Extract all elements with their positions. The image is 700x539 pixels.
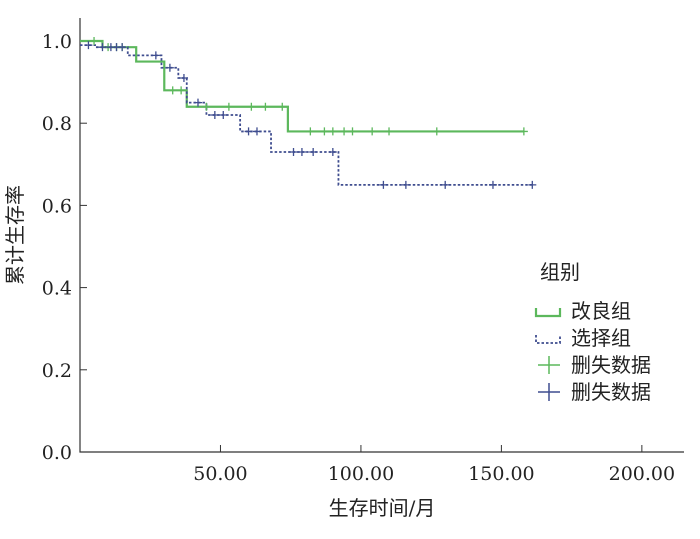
censor-mark: [289, 147, 298, 156]
censor-mark: [84, 41, 93, 50]
censor-mark: [385, 127, 394, 136]
y-tick-label: 0.2: [42, 360, 72, 382]
y-tick-label: 1.0: [42, 31, 72, 53]
legend-censor-symbol: [538, 383, 560, 401]
censor-mark: [177, 86, 186, 95]
series-line-1: [80, 44, 533, 186]
censor-mark: [278, 102, 287, 111]
censor-mark: [309, 147, 318, 156]
censor-mark: [368, 127, 377, 136]
censor-mark: [210, 110, 219, 119]
censor-mark: [202, 102, 211, 111]
censor-mark: [151, 51, 160, 60]
series-layer: [80, 39, 533, 186]
censor-mark: [340, 127, 349, 136]
legend-line-symbol: [534, 308, 562, 318]
censor-mark: [179, 73, 188, 82]
y-axis-ticks: 0.0 0.2 0.4 0.6 0.8 1.0: [42, 31, 87, 464]
censor-mark: [488, 180, 497, 189]
legend-line-symbol: [535, 335, 561, 344]
censor-mark: [224, 102, 233, 111]
legend-title: 组别: [540, 260, 580, 284]
y-tick-label: 0.6: [42, 195, 72, 217]
x-tick-label: 150.00: [468, 463, 534, 485]
censor-mark: [328, 147, 337, 156]
censor-mark: [432, 127, 441, 136]
censor-mark: [98, 43, 107, 52]
legend-label: 选择组: [571, 326, 631, 350]
censor-mark: [519, 127, 528, 136]
censor-mark: [168, 86, 177, 95]
censor-mark: [441, 180, 450, 189]
x-axis-title: 生存时间/月: [329, 496, 436, 520]
censor-mark: [219, 110, 228, 119]
censor-mark: [165, 63, 174, 72]
x-tick-label: 100.00: [328, 463, 394, 485]
censor-mark: [90, 37, 99, 45]
censor-mark: [320, 127, 329, 136]
legend-label: 改良组: [571, 299, 631, 323]
censor-mark: [261, 102, 270, 111]
y-tick-label: 0.4: [42, 278, 72, 300]
censor-mark: [379, 180, 388, 189]
censor-markers: [84, 37, 537, 189]
censor-mark: [306, 127, 315, 136]
censor-mark: [401, 180, 410, 189]
censor-mark: [247, 102, 256, 111]
censor-mark: [244, 127, 253, 136]
y-tick-label: 0.8: [42, 113, 72, 135]
censor-mark: [528, 180, 537, 189]
legend-censor-symbol: [538, 356, 560, 374]
y-axis-title: 累计生存率: [3, 185, 27, 285]
legend-label: 删失数据: [571, 353, 651, 377]
legend-label: 删失数据: [571, 380, 651, 404]
censor-mark: [297, 147, 306, 156]
censor-mark: [118, 43, 127, 52]
censor-mark: [328, 127, 337, 136]
y-tick-label: 0.0: [42, 442, 72, 464]
x-tick-label: 200.00: [609, 463, 675, 485]
x-axis-ticks: 50.00 100.00 150.00 200.00: [193, 445, 675, 485]
censor-mark: [348, 127, 357, 136]
censor-mark: [193, 98, 202, 107]
x-tick-label: 50.00: [193, 463, 247, 485]
censor-mark: [252, 127, 261, 136]
